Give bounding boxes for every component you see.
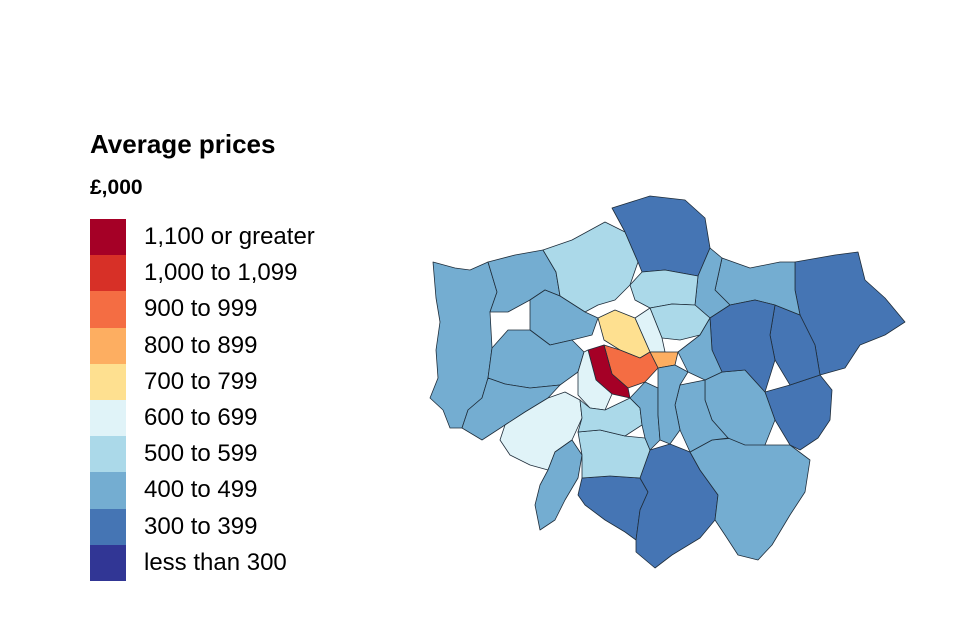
legend-swatch [90, 472, 126, 509]
borough-tower-hamlets [677, 317, 723, 381]
borough-lambeth [629, 381, 661, 451]
legend-label: 500 to 599 [144, 440, 258, 468]
legend-swatch [90, 508, 126, 545]
legend-swatch [90, 436, 126, 473]
legend-label: 900 to 999 [144, 295, 258, 323]
legend-swatch [90, 363, 126, 400]
legend-swatch [90, 291, 126, 328]
legend-label: 600 to 699 [144, 404, 258, 432]
legend-label: less than 300 [144, 548, 287, 576]
legend-label: 800 to 899 [144, 331, 258, 359]
legend-item: 800 to 899 [90, 327, 315, 364]
borough-barnet [542, 221, 639, 313]
legend-swatch [90, 327, 126, 364]
legend-item: 1,000 to 1,099 [90, 255, 315, 292]
legend-swatch [90, 399, 126, 437]
legend-label: 1,100 or greater [144, 223, 315, 251]
legend-item: 900 to 999 [90, 291, 315, 328]
legend-label: 300 to 399 [144, 512, 258, 540]
legend-item: 1,100 or greater [90, 219, 315, 256]
legend-label: 400 to 499 [144, 476, 258, 504]
map-legend: Average prices £,000 1,100 or greater 1,… [90, 128, 315, 581]
legend-swatch [90, 255, 126, 292]
legend-title: Average prices [90, 129, 276, 159]
borough-hounslow [461, 377, 561, 441]
borough-haringey [629, 269, 699, 309]
legend-items: 1,100 or greater 1,000 to 1,099 900 to 9… [90, 219, 315, 581]
legend-label: 1,000 to 1,099 [144, 259, 298, 287]
legend-item: 600 to 699 [90, 399, 315, 437]
legend-item: 700 to 799 [90, 363, 315, 400]
legend-item: 500 to 599 [90, 436, 315, 473]
legend-subtitle: £,000 [90, 176, 143, 199]
borough-southwark [657, 364, 689, 445]
borough-hammersmith-fulham [577, 349, 613, 411]
borough-bexley [764, 374, 833, 451]
legend-item: less than 300 [90, 544, 315, 581]
legend-swatch [90, 544, 126, 581]
borough-croydon [635, 443, 719, 569]
borough-merton [577, 429, 651, 479]
legend-swatch [90, 219, 126, 256]
legend-item: 300 to 399 [90, 508, 315, 545]
legend-label: 700 to 799 [144, 367, 258, 395]
legend-item: 400 to 499 [90, 472, 315, 509]
borough-kingston [534, 439, 583, 531]
